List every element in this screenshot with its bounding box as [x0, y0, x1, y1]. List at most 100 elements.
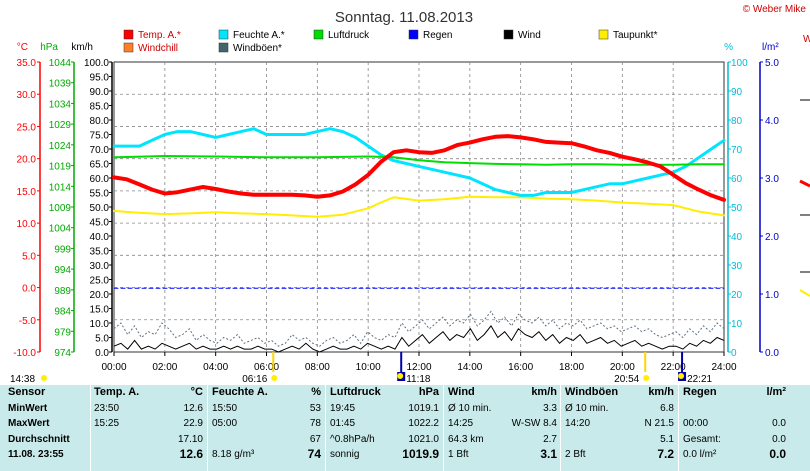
stats-column-header: Temp. A. °C	[94, 385, 207, 401]
stats-cell-value: 78	[309, 418, 321, 429]
legend-label: Temp. A.*	[138, 30, 181, 41]
stats-cell-value: 22.9	[183, 418, 203, 429]
temp-axis-tick-label: 35.0	[17, 58, 37, 69]
legend-swatch	[313, 29, 324, 40]
stats-cell-value: 7.2	[657, 447, 674, 461]
stats-cell-row: 19:45 1019.1	[330, 401, 443, 417]
sunrise-time: 06:16	[242, 374, 267, 385]
pressure-axis-tick-label: 999	[54, 244, 71, 255]
stats-cell-value: 74	[307, 447, 321, 461]
stats-cell-sub: Gesamt:	[683, 433, 721, 445]
stats-cell-value: 3.1	[540, 447, 557, 461]
x-axis: 00:00 02:00 04:00 06:00 08:00 10:00 12:00 14:00…	[101, 352, 737, 373]
temp-unit-label: °C	[17, 42, 28, 53]
pressure-axis-tick-label: 1024	[49, 141, 72, 152]
stats-cell-sub: Ø 10 min.	[448, 402, 492, 414]
stats-cell-sub: 15:50	[212, 402, 238, 414]
x-axis-tick-label: 04:00	[203, 362, 228, 373]
stats-cell-value: 5.1	[660, 433, 674, 445]
stats-gust-column: Windböen km/h Ø 10 min. 6.8 14:20 N 21.5 5.1 2 …	[565, 385, 678, 471]
humidity-axis-tick-label: 30	[731, 261, 743, 272]
humidity-axis-tick-label: 0	[731, 348, 737, 359]
wind-axis-tick-label: 20.0	[90, 290, 110, 301]
stats-cell-sub: sonnig	[330, 449, 360, 460]
legend-label: Taupunkt*	[613, 30, 658, 41]
series-windgust-line	[113, 310, 725, 347]
stats-cell-row: 5.1	[565, 432, 678, 448]
x-axis-tick-label: 06:00	[254, 362, 279, 373]
legend-swatch	[503, 29, 514, 40]
x-axis-tick-label: 00:00	[101, 362, 126, 373]
stats-cell-value: 1022.2	[408, 418, 439, 429]
stats-column-title: Wind	[448, 386, 475, 398]
stats-cell-row: 15:50 53	[212, 401, 325, 417]
stats-cell-row: 14:25 W-SW 8.4	[448, 416, 561, 432]
legend-label: Windchill	[138, 43, 178, 54]
wind-axis-tick-label: 60.0	[90, 174, 110, 185]
x-axis-tick-label: 10:00	[356, 362, 381, 373]
stats-cell-value: 53	[309, 402, 321, 414]
wind-axis-tick-label: 40.0	[90, 232, 110, 243]
pressure-axis-tick-label: 1004	[49, 224, 72, 235]
plot-grid	[114, 62, 724, 352]
stats-row-label: MinWert	[8, 402, 48, 414]
wind-axis-tick-label: 10.0	[90, 319, 110, 330]
moonset-time: 22:21	[687, 374, 712, 385]
stats-divider	[207, 385, 208, 471]
sun-moon-marks: 06:16 20:54 11:18 22:21 14:38	[10, 352, 713, 385]
stats-cell-value: 12.6	[183, 402, 203, 414]
stats-sensor-column: Sensor MinWert MaxWert Durchschnitt 11.0…	[8, 385, 88, 471]
stats-cell-row: 15:25 22.9	[94, 416, 207, 432]
stats-row-label: Durchschnitt	[8, 433, 70, 445]
stats-column-header: Wind km/h	[448, 385, 561, 401]
temp-axis-tick-label: -10.0	[13, 348, 36, 359]
humidity-axis-tick-label: 70	[731, 145, 743, 156]
stats-column-header: Luftdruck hPa	[330, 385, 443, 401]
stats-column-unit: hPa	[418, 386, 439, 398]
stats-divider	[678, 385, 679, 471]
stats-cell-value: 0.0	[772, 433, 786, 445]
pressure-axis-tick-label: 1009	[49, 203, 72, 214]
humidity-axis-tick-label: 80	[731, 116, 743, 127]
x-axis-tick-label: 14:00	[457, 362, 482, 373]
stats-cell-row: 17.10	[94, 432, 207, 448]
stats-cell-value: 1021.0	[408, 433, 439, 445]
pressure-axis-tick-label: 994	[54, 265, 71, 276]
pressure-axis-tick-label: 989	[54, 286, 71, 297]
series-temp-a-line	[112, 134, 726, 202]
humidity-axis-tick-label: 10	[731, 319, 743, 330]
legend-swatch	[408, 29, 419, 40]
stats-cell-row: 01:45 1022.2	[330, 416, 443, 432]
wind-axis-tick-label: 75.0	[90, 131, 110, 142]
sun-icon	[643, 375, 650, 381]
stats-wind-column: Wind km/h Ø 10 min. 3.3 14:25 W-SW 8.4 64.3 km…	[448, 385, 561, 471]
temp-axis-tick-label: 0.0	[22, 284, 36, 295]
wind-axis-tick-label: 50.0	[90, 203, 110, 214]
humidity-axis-tick-label: 20	[731, 290, 743, 301]
chart-title: Sonntag. 11.08.2013	[335, 9, 473, 26]
stats-cell-sub: 01:45	[330, 418, 356, 429]
wind-axis-tick-label: 80.0	[90, 116, 110, 127]
temp-axis-tick-label: 15.0	[17, 187, 37, 198]
wind-axis-tick-label: 70.0	[90, 145, 110, 156]
stats-cell-sub: 14:20	[565, 418, 591, 429]
stats-cell-row: 2 Bft 7.2	[565, 447, 678, 463]
wind-axis-tick-label: 5.0	[95, 334, 109, 345]
stats-cell-row: 67	[212, 432, 325, 448]
stats-cell-row: 8.18 g/m³ 74	[212, 447, 325, 463]
right-edge-dewpoint-stub	[799, 289, 810, 297]
stats-cell-sub: ^0.8hPa/h	[330, 433, 375, 445]
rain-axis-tick-label: 4.0	[765, 116, 779, 127]
temp-axis-tick-label: -5.0	[19, 316, 37, 327]
stats-cell-row	[683, 401, 790, 417]
pressure-axis-tick-label: 984	[54, 307, 71, 318]
chart-axes: 35.0 30.0 25.0 20.0 15.0 10.0 5.0 0.0 -5.0 -10.0 1…	[13, 58, 779, 359]
wind-axis-tick-label: 90.0	[90, 87, 110, 98]
stats-cell-value: 1019.1	[408, 402, 439, 414]
stats-row-label: 11.08. 23:55	[8, 449, 64, 460]
stats-column-unit: %	[311, 386, 321, 398]
rain-axis-tick-label: 5.0	[765, 58, 779, 69]
stats-cell-value: 3.3	[543, 402, 557, 414]
stats-cell-value: 0.0	[772, 418, 786, 429]
humidity-unit-label: %	[724, 42, 733, 53]
